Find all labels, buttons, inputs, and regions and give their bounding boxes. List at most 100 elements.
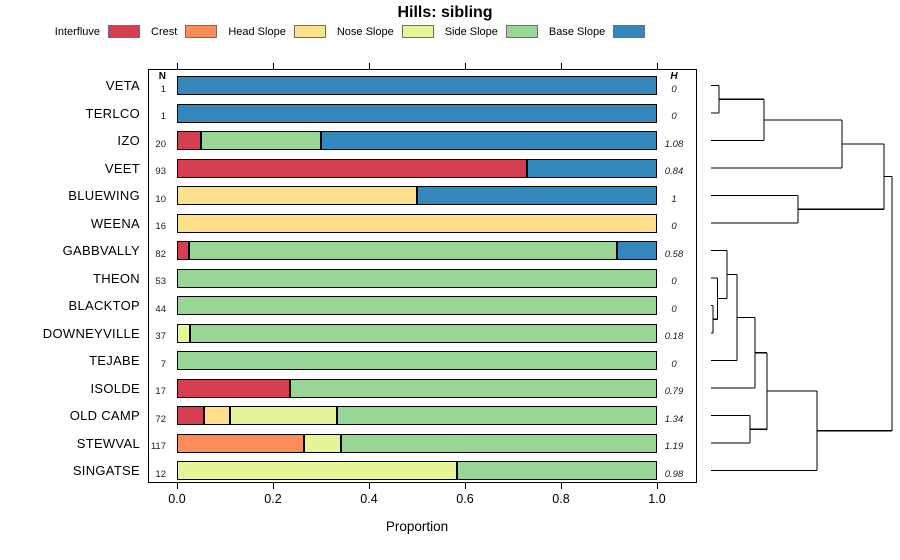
bar-segment	[177, 213, 657, 233]
bar-segment	[456, 461, 657, 480]
bar-segment	[177, 268, 657, 288]
legend-item: Base Slope	[548, 25, 646, 38]
h-value: 0	[671, 83, 677, 95]
h-value: 0.84	[664, 166, 684, 177]
legend-swatch	[185, 25, 218, 38]
bar-segment	[201, 131, 321, 150]
n-value: 1	[160, 111, 166, 122]
row-label: GABBVALLY	[62, 243, 140, 258]
legend-label: Crest	[151, 25, 178, 38]
x-tick-top	[560, 63, 562, 69]
bar-segment	[177, 103, 657, 123]
row-label: SINGATSE	[72, 463, 140, 478]
n-value: 44	[155, 303, 166, 315]
legend-swatch	[293, 25, 326, 38]
legend-swatch	[108, 25, 141, 38]
x-tick-label: 1.0	[648, 492, 666, 506]
row-label: STEWVAL	[76, 435, 140, 451]
bar-segment	[177, 131, 201, 150]
bar-segment	[177, 378, 290, 398]
row-label: VEET	[104, 160, 140, 176]
bar-segment	[229, 406, 337, 425]
row-label: OLD CAMP	[69, 408, 140, 423]
chart-title: Hills: sibling	[397, 4, 493, 21]
x-tick-top	[656, 63, 658, 69]
h-value: 0	[671, 276, 677, 287]
x-tick-label: 0.0	[168, 492, 186, 506]
legend-swatch	[401, 25, 434, 38]
row-label: TEJABE	[89, 353, 140, 368]
x-tick-bottom	[176, 483, 178, 489]
legend-item: Crest	[151, 25, 218, 38]
legend-item: Nose Slope	[337, 25, 434, 38]
legend: Interfluve Crest Head Slope Nose Slope Side …	[0, 25, 700, 38]
n-value: 82	[155, 248, 166, 260]
h-column-header: H	[670, 71, 678, 82]
x-tick-top	[464, 63, 466, 69]
x-tick-label: 0.8	[552, 492, 570, 506]
legend-item: Interfluve	[54, 25, 141, 38]
legend-swatch	[505, 25, 538, 38]
x-tick-label: 0.2	[264, 492, 282, 506]
bar-segment	[289, 378, 657, 398]
bar-segment	[417, 186, 657, 205]
n-value: 17	[155, 386, 166, 397]
bar-segment	[177, 76, 657, 95]
legend-label: Interfluve	[54, 25, 101, 38]
bar-segment	[617, 241, 657, 260]
x-axis-title: Proportion	[385, 519, 449, 534]
n-value: 93	[155, 166, 166, 177]
row-label: ISOLDE	[90, 380, 140, 396]
row-label: VETA	[105, 78, 140, 93]
row-label: DOWNEYVILLE	[42, 325, 140, 341]
h-value: 1.08	[664, 138, 684, 150]
legend-swatch	[613, 25, 646, 38]
bar-segment	[203, 406, 230, 425]
bar-segment	[304, 433, 342, 453]
n-value: 117	[150, 441, 166, 452]
bar-segment	[177, 296, 657, 315]
x-tick-bottom	[560, 483, 562, 489]
bar-segment	[527, 158, 657, 178]
bar-segment	[177, 406, 204, 425]
x-tick-top	[176, 63, 178, 69]
row-label: THEON	[93, 270, 140, 286]
bar-segment	[177, 186, 417, 205]
legend-item: Side Slope	[445, 25, 538, 38]
legend-label: Side Slope	[444, 25, 498, 38]
h-value: 0.18	[664, 331, 684, 342]
h-value: 0	[671, 303, 677, 315]
bar-segment	[177, 433, 305, 453]
bar-segment	[177, 158, 528, 178]
h-value: 1.34	[664, 413, 684, 425]
row-label: BLUEWING	[68, 188, 140, 203]
bar-segment	[177, 323, 190, 343]
x-tick-bottom	[464, 483, 466, 489]
n-value: 72	[155, 413, 166, 425]
bar-segment	[341, 433, 657, 453]
h-value: 0	[671, 358, 677, 370]
legend-item: Head Slope	[228, 25, 326, 38]
bar-segment	[177, 461, 457, 480]
legend-label: Head Slope	[228, 25, 286, 38]
legend-label: Base Slope	[548, 25, 606, 38]
n-value: 37	[155, 331, 166, 342]
plot-area-border	[148, 69, 697, 483]
row-label: WEENA	[90, 215, 140, 231]
row-label: BLACKTOP	[68, 298, 140, 313]
h-value: 0	[671, 111, 677, 122]
n-value: 16	[155, 221, 166, 232]
x-tick-label: 0.6	[456, 492, 474, 506]
bar-segment	[321, 131, 657, 150]
h-value: 1	[671, 193, 677, 205]
n-value: 10	[155, 193, 166, 205]
row-label: TERLCO	[85, 105, 140, 121]
x-tick-top	[368, 63, 370, 69]
n-value: 53	[155, 276, 166, 287]
x-tick-bottom	[656, 483, 658, 489]
h-value: 0	[671, 221, 677, 232]
bar-segment	[189, 323, 657, 343]
h-value: 0.58	[664, 248, 684, 260]
h-value: 1.19	[664, 441, 684, 452]
